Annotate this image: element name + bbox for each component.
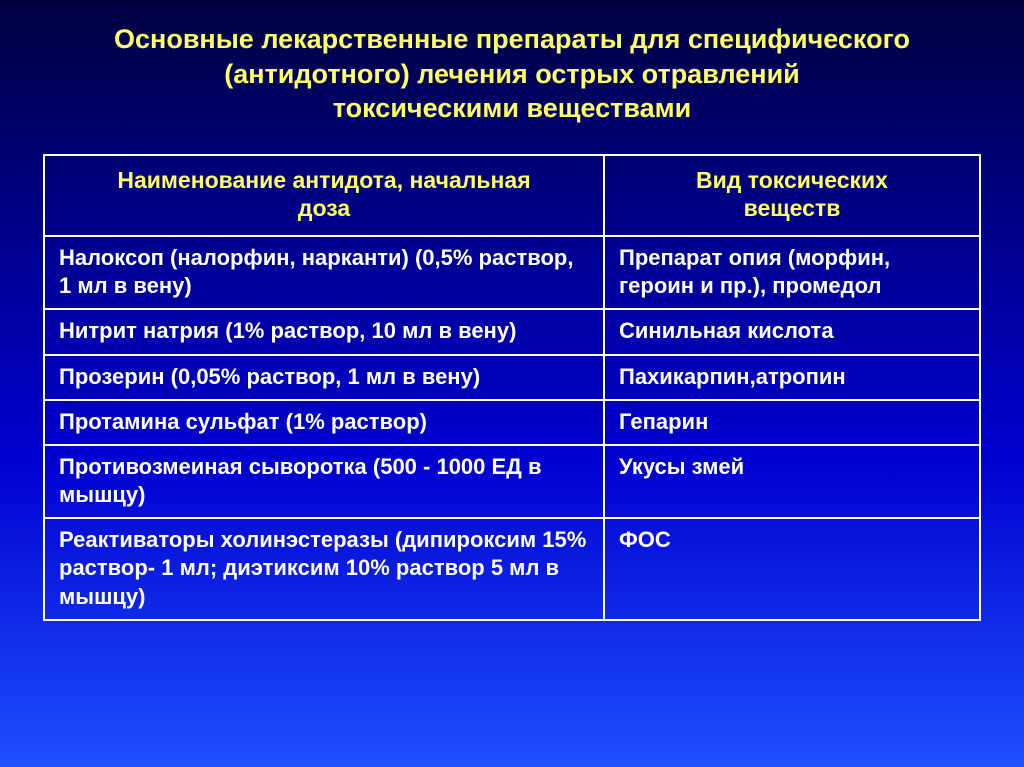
table-row: Противозмеиная сыворотка (500 - 1000 ЕД … (44, 445, 980, 518)
header-antidote: Наименование антидота, начальная доза (44, 155, 604, 237)
cell-antidote: Нитрит натрия (1% раствор, 10 мл в вену) (44, 309, 604, 354)
header-toxin: Вид токсических веществ (604, 155, 980, 237)
cell-toxin: Пахикарпин,атропин (604, 355, 980, 400)
title-line-3: токсическими веществами (333, 93, 691, 123)
title-line-1: Основные лекарственные препараты для спе… (114, 24, 910, 54)
cell-antidote: Протамина сульфат (1% раствор) (44, 400, 604, 445)
cell-toxin: Препарат опия (морфин, героин и пр.), пр… (604, 236, 980, 309)
cell-antidote: Реактиваторы холинэстеразы (дипироксим 1… (44, 518, 604, 619)
cell-antidote: Налоксоп (налорфин, нарканти) (0,5% раст… (44, 236, 604, 309)
table-row: Налоксоп (налорфин, нарканти) (0,5% раст… (44, 236, 980, 309)
antidote-table: Наименование антидота, начальная доза Ви… (43, 154, 981, 621)
cell-antidote: Прозерин (0,05% раствор, 1 мл в вену) (44, 355, 604, 400)
table-row: Протамина сульфат (1% раствор) Гепарин (44, 400, 980, 445)
title-line-2: (антидотного) лечения острых отравлений (224, 59, 800, 89)
cell-toxin: ФОС (604, 518, 980, 619)
cell-antidote: Противозмеиная сыворотка (500 - 1000 ЕД … (44, 445, 604, 518)
cell-toxin: Укусы змей (604, 445, 980, 518)
header-toxin-line2: веществ (744, 195, 841, 221)
cell-toxin: Синильная кислота (604, 309, 980, 354)
slide: Основные лекарственные препараты для спе… (0, 0, 1024, 767)
header-toxin-line1: Вид токсических (696, 167, 888, 193)
table-header-row: Наименование антидота, начальная доза Ви… (44, 155, 980, 237)
table-row: Нитрит натрия (1% раствор, 10 мл в вену)… (44, 309, 980, 354)
table-row: Реактиваторы холинэстеразы (дипироксим 1… (44, 518, 980, 619)
slide-title: Основные лекарственные препараты для спе… (32, 22, 992, 126)
table-row: Прозерин (0,05% раствор, 1 мл в вену) Па… (44, 355, 980, 400)
header-antidote-line2: доза (298, 195, 350, 221)
header-antidote-line1: Наименование антидота, начальная (117, 167, 530, 193)
cell-toxin: Гепарин (604, 400, 980, 445)
